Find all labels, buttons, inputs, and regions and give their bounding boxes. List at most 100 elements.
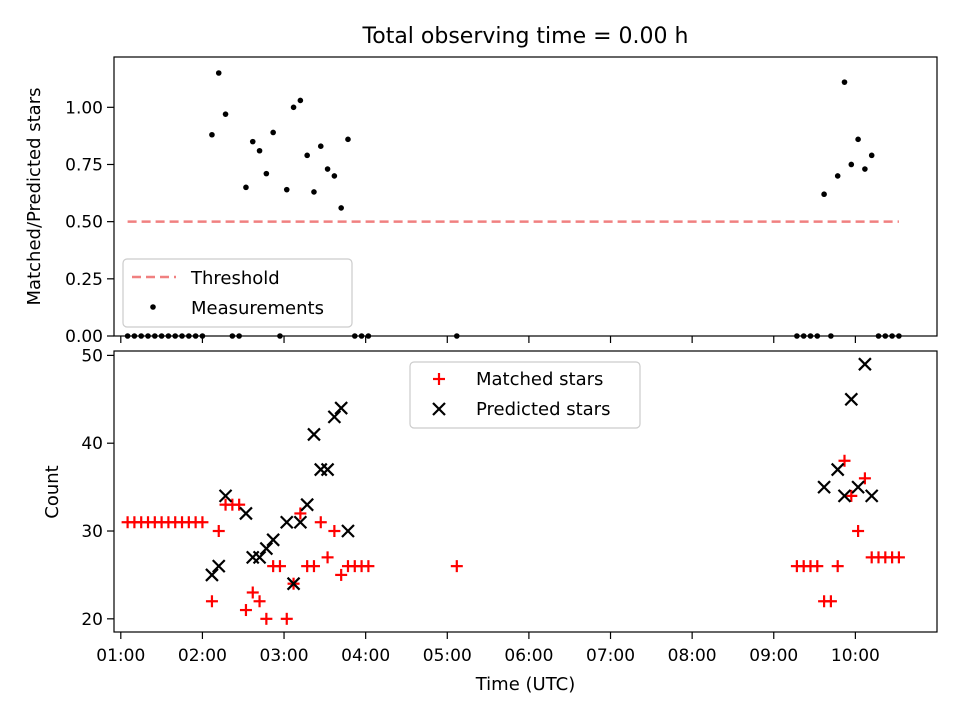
measurement-point — [283, 186, 290, 193]
legend-matched-label: Matched stars — [476, 369, 603, 390]
bottom-legend: Matched stars Predicted stars — [409, 361, 641, 429]
matched-star-point — [205, 595, 218, 608]
matched-star-point — [212, 525, 225, 538]
predicted-star-point-stroke — [218, 489, 233, 503]
legend-x-marker-stroke — [432, 402, 446, 416]
matched-star-point — [260, 612, 273, 625]
predicted-star-point — [218, 489, 233, 503]
measurement-point — [834, 173, 841, 179]
measurement-point — [311, 189, 317, 195]
measurement-point — [345, 136, 351, 143]
predicted-star-point — [279, 515, 294, 530]
matched-star-point — [307, 560, 320, 573]
predicted-star-point-stroke — [259, 541, 274, 556]
predicted-star-point — [830, 462, 845, 477]
legend-threshold-label: Threshold — [190, 268, 280, 289]
measurement-point — [841, 79, 848, 85]
predicted-star-point-stroke — [300, 497, 314, 512]
predicted-star-point-stroke — [341, 524, 355, 538]
matched-star-point — [450, 560, 463, 573]
predicted-star-point-stroke — [864, 489, 879, 503]
predicted-star-point-stroke — [334, 401, 348, 415]
bottom-y-tick-label: 50 — [81, 346, 103, 366]
predicted-star-point — [320, 462, 335, 477]
predicted-star-point-stroke — [239, 506, 253, 521]
legend-matched-swatch — [433, 373, 445, 385]
predicted-star-point-stroke — [279, 515, 294, 530]
x-tick-label: 10:00 — [831, 646, 880, 666]
predicted-star-point-stroke — [817, 480, 831, 494]
x-tick-label: 07:00 — [586, 646, 635, 666]
predicted-star-point-stroke — [844, 392, 859, 407]
predicted-star-point — [266, 533, 280, 547]
measurement-point — [304, 152, 310, 159]
measurement-point — [263, 170, 270, 177]
matched-star-point — [362, 560, 375, 573]
x-axis-label: Time (UTC) — [475, 674, 576, 695]
measurement-point — [270, 129, 276, 136]
top-y-tick-label: 0.75 — [65, 155, 103, 175]
measurement-point — [862, 166, 868, 172]
bottom-plot-frame — [113, 350, 938, 633]
predicted-star-point — [259, 541, 274, 556]
bottom-legend-box — [409, 361, 641, 429]
x-tick-label: 04:00 — [341, 646, 390, 666]
predicted-star-point — [817, 480, 831, 494]
predicted-star-point — [327, 410, 342, 424]
predicted-star-point — [307, 427, 321, 442]
matched-star-point — [892, 551, 905, 564]
chart-title: Total observing time = 0.00 h — [362, 24, 689, 49]
measurement-point — [297, 97, 304, 104]
top-y-tick-label: 0.00 — [65, 327, 103, 347]
bottom-y-tick-label: 40 — [81, 434, 103, 454]
matched-star-point — [824, 595, 837, 608]
predicted-star-point-stroke — [837, 489, 852, 503]
predicted-star-point — [239, 506, 253, 521]
measurement-point — [338, 205, 344, 211]
predicted-star-point — [844, 392, 859, 407]
x-tick-label: 05:00 — [423, 646, 472, 666]
matched-star-point — [314, 516, 327, 529]
measurement-point — [821, 191, 827, 198]
bottom-y-tick-label: 20 — [81, 610, 103, 630]
matched-star-point — [253, 595, 266, 608]
top-y-axis-label: Matched/Predicted stars — [24, 88, 45, 306]
measurement-point — [331, 173, 338, 179]
predicted-star-point-stroke — [286, 576, 301, 591]
predicted-star-point — [286, 576, 301, 591]
top-y-tick-label: 1.00 — [65, 98, 103, 118]
top-panel: Total observing time = 0.00 h Matched/Pr… — [24, 24, 938, 347]
matched-star-point — [852, 525, 865, 538]
predicted-star-point — [851, 480, 865, 494]
predicted-star-point — [293, 515, 308, 530]
matched-star-point — [811, 560, 824, 573]
matched-star-point — [246, 586, 259, 599]
x-tick-label: 02:00 — [178, 646, 227, 666]
predicted-star-point — [837, 489, 852, 503]
top-plot-frame — [113, 56, 938, 337]
star-count-points — [121, 357, 905, 625]
predicted-star-point-stroke — [252, 550, 267, 565]
predicted-star-point-stroke — [293, 515, 308, 530]
x-tick-label: 01:00 — [96, 646, 145, 666]
matched-star-point — [280, 612, 293, 625]
top-legend: Threshold Measurements — [122, 258, 353, 328]
top-axes: 0.00 0.25 0.50 0.75 1.00 — [65, 98, 856, 347]
measurement-point — [215, 70, 222, 76]
bottom-y-tick-label: 30 — [81, 522, 103, 542]
predicted-star-point — [252, 550, 267, 565]
measurement-point — [290, 104, 297, 111]
matched-star-point — [239, 604, 252, 617]
legend-x-marker — [432, 402, 446, 416]
bottom-panel: Count Time (UTC) 20 30 40 50 01:00 02:00 03:00… — [42, 346, 938, 695]
measurement-point — [317, 143, 324, 149]
matched-star-point — [321, 551, 334, 564]
measurement-point — [855, 136, 861, 143]
legend-predicted-label: Predicted stars — [476, 399, 610, 420]
measurement-point — [256, 147, 263, 154]
predicted-star-point — [211, 559, 226, 573]
matched-star-point — [273, 560, 286, 573]
measurement-point — [249, 138, 256, 145]
